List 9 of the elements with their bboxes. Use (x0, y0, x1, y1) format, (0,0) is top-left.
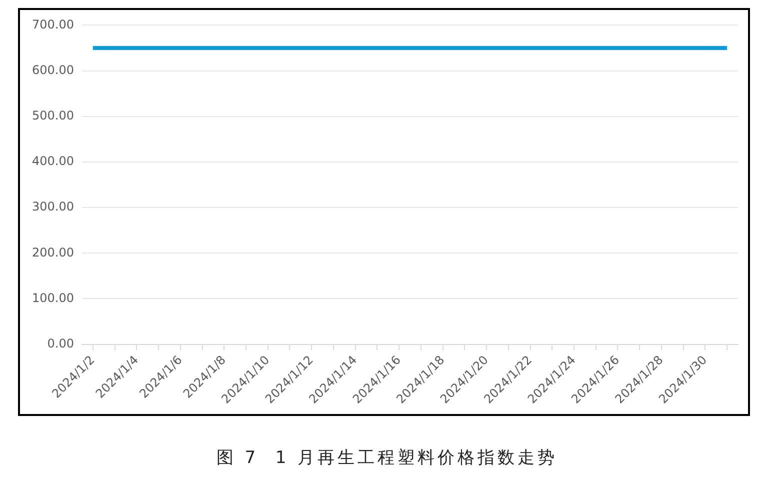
y-tick-label: 300.00 (32, 200, 74, 214)
y-tick-label: 600.00 (32, 62, 74, 77)
y-tick-label: 400.00 (32, 154, 74, 168)
text: 图 7 1 月再生工程塑料价格指数走势 (215, 447, 559, 469)
y-tick-label: 0.00 (47, 336, 74, 350)
y-tick-label: 500.00 (32, 108, 74, 122)
y-tick-label: 200.00 (32, 245, 74, 260)
y-tick-label: 100.00 (32, 290, 74, 305)
y-tick-label: 700.00 (32, 17, 74, 32)
